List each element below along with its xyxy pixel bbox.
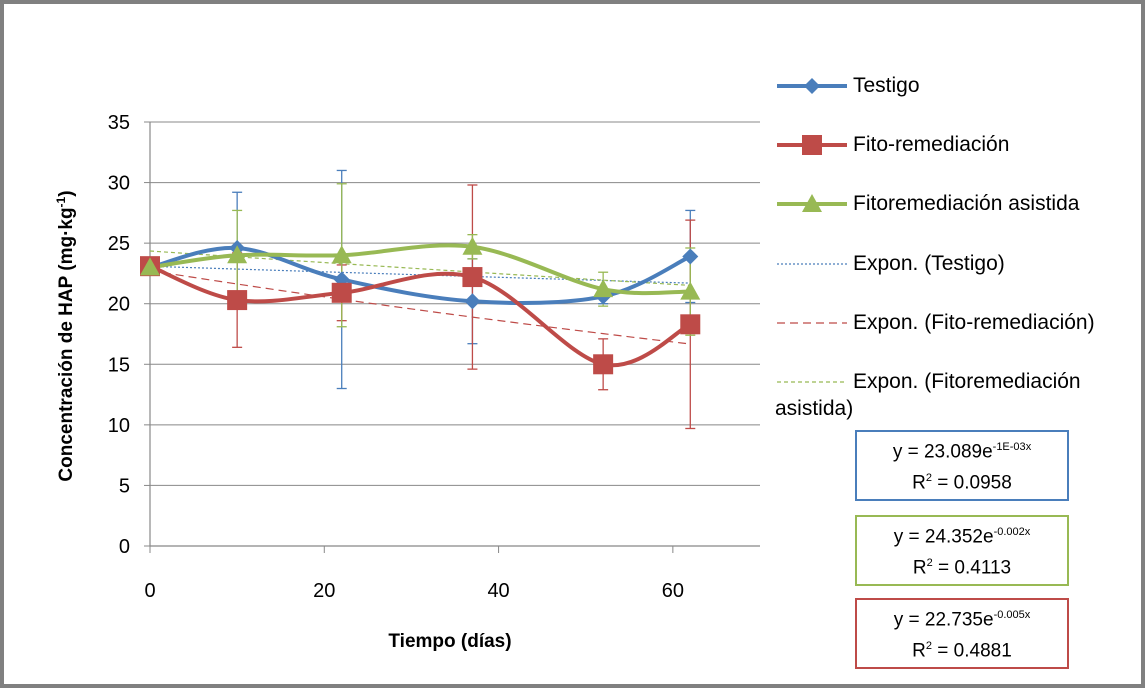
x-tick-label: 40 bbox=[487, 580, 509, 602]
equation-prefix: y = 22.735e bbox=[893, 609, 994, 631]
equation-line: y = 24.352e-0.002x bbox=[863, 519, 1061, 550]
data-point bbox=[462, 236, 483, 255]
legend-item-testigo: Testigo bbox=[775, 72, 920, 102]
r2-line: R2 = 0.4881 bbox=[863, 633, 1061, 664]
y-axis-label: Concentración de HAP (mg·kg-1) bbox=[54, 190, 77, 481]
equation-box-asistida: y = 24.352e-0.002x R2 = 0.4113 bbox=[855, 515, 1069, 586]
r2-line: R2 = 0.0958 bbox=[863, 465, 1061, 496]
x-axis-label: Tiempo (días) bbox=[388, 631, 511, 652]
y-tick-label: 0 bbox=[119, 536, 130, 558]
legend-label-asistida: Fitoremediación asistida bbox=[853, 192, 1080, 215]
trendline bbox=[149, 269, 691, 345]
legend-label-testigo: Testigo bbox=[853, 74, 920, 97]
equation-line: y = 23.089e-1E-03x bbox=[863, 434, 1061, 465]
r2-value: = 0.4113 bbox=[932, 557, 1012, 579]
legend-swatch-graphic bbox=[777, 263, 847, 265]
r2-line: R2 = 0.4113 bbox=[863, 550, 1061, 581]
legend-label-expon-fito: Expon. (Fito-remediación) bbox=[853, 311, 1095, 334]
legend-swatch-testigo bbox=[775, 72, 847, 96]
data-point bbox=[680, 281, 701, 300]
data-point bbox=[680, 314, 701, 335]
r2-prefix: R bbox=[912, 472, 926, 494]
equation-box-fito: y = 22.735e-0.005x R2 = 0.4881 bbox=[855, 598, 1069, 669]
legend-item-fito: Fito-remediación bbox=[775, 131, 1009, 161]
y-tick-label: 25 bbox=[108, 233, 130, 255]
legend-swatch-graphic bbox=[777, 135, 847, 155]
y-tick-label: 30 bbox=[108, 173, 130, 195]
legend-label-expon-asistida-line1: Expon. (Fitoremediación bbox=[853, 370, 1081, 393]
x-tick-label: 0 bbox=[144, 580, 155, 602]
legend-item-asistida: Fitoremediación asistida bbox=[775, 190, 1079, 220]
legend-label-expon-testigo: Expon. (Testigo) bbox=[853, 252, 1005, 275]
legend-swatch-graphic bbox=[777, 194, 847, 212]
data-point bbox=[331, 245, 352, 264]
r2-sup: 2 bbox=[925, 640, 933, 653]
data-point bbox=[227, 290, 248, 311]
r2-value: = 0.4881 bbox=[932, 640, 1012, 662]
legend-item-expon-testigo: Expon. (Testigo) bbox=[775, 250, 1005, 280]
legend-marker bbox=[802, 135, 822, 155]
r2-prefix: R bbox=[912, 557, 927, 579]
y-axis-label-main: Concentración de HAP (mg·kg bbox=[56, 207, 77, 481]
legend-swatch-expon-testigo bbox=[775, 250, 847, 274]
y-axis-label-sup: -1 bbox=[54, 196, 68, 207]
equation-suffix: x bbox=[1024, 609, 1031, 621]
legend-item-expon-fito: Expon. (Fito-remediación) bbox=[775, 309, 1095, 339]
r2-sup: 2 bbox=[925, 472, 933, 485]
data-point bbox=[140, 257, 160, 276]
r2-prefix: R bbox=[912, 640, 926, 662]
equation-prefix: y = 23.089e bbox=[892, 441, 993, 463]
equation-suffix: x bbox=[1024, 526, 1031, 538]
x-tick-label: 20 bbox=[313, 580, 335, 602]
r2-value: = 0.0958 bbox=[932, 472, 1012, 494]
legend-swatch-expon-asistida bbox=[775, 368, 847, 392]
legend-swatch-fito bbox=[775, 131, 847, 155]
data-point bbox=[462, 267, 483, 288]
legend-swatch-graphic bbox=[777, 322, 847, 324]
equation-box-testigo: y = 23.089e-1E-03x R2 = 0.0958 bbox=[855, 430, 1069, 501]
data-point bbox=[464, 293, 481, 310]
y-tick-label: 15 bbox=[108, 354, 130, 376]
data-point bbox=[682, 248, 699, 265]
trendline bbox=[149, 250, 691, 286]
legend-label-expon-asistida-line2: asistida) bbox=[775, 397, 854, 420]
legend-swatch-expon-fito bbox=[775, 309, 847, 333]
data-point bbox=[593, 279, 614, 298]
y-tick-label: 5 bbox=[119, 475, 130, 497]
legend-swatch-asistida bbox=[775, 190, 847, 214]
data-point bbox=[593, 354, 614, 375]
equation-prefix: y = 24.352e bbox=[893, 526, 994, 548]
data-point bbox=[227, 245, 248, 264]
equation-exponent: -0.002 bbox=[993, 526, 1025, 538]
legend-swatch-graphic bbox=[777, 78, 847, 94]
r2-sup: 2 bbox=[926, 557, 933, 570]
y-tick-label: 35 bbox=[108, 112, 130, 134]
y-tick-label: 10 bbox=[108, 415, 130, 437]
legend-label-expon-asistida: Expon. (Fitoremediación asistida) bbox=[775, 368, 1143, 422]
legend-item-expon-asistida: Expon. (Fitoremediación asistida) bbox=[775, 368, 1143, 428]
equation-exponent: -1E-03 bbox=[992, 441, 1026, 453]
equation-exponent: -0.005 bbox=[993, 609, 1025, 621]
legend-marker bbox=[804, 78, 820, 94]
legend-swatch-graphic bbox=[777, 381, 847, 383]
x-tick-label: 60 bbox=[662, 580, 684, 602]
equation-suffix: x bbox=[1025, 441, 1032, 453]
data-point bbox=[331, 282, 352, 303]
legend-marker bbox=[802, 194, 822, 212]
legend-label-fito: Fito-remediación bbox=[853, 133, 1010, 156]
y-axis-label-tail: ) bbox=[56, 190, 77, 196]
equation-line: y = 22.735e-0.005x bbox=[863, 602, 1061, 633]
series-line bbox=[149, 264, 692, 368]
y-tick-label: 20 bbox=[108, 294, 130, 316]
